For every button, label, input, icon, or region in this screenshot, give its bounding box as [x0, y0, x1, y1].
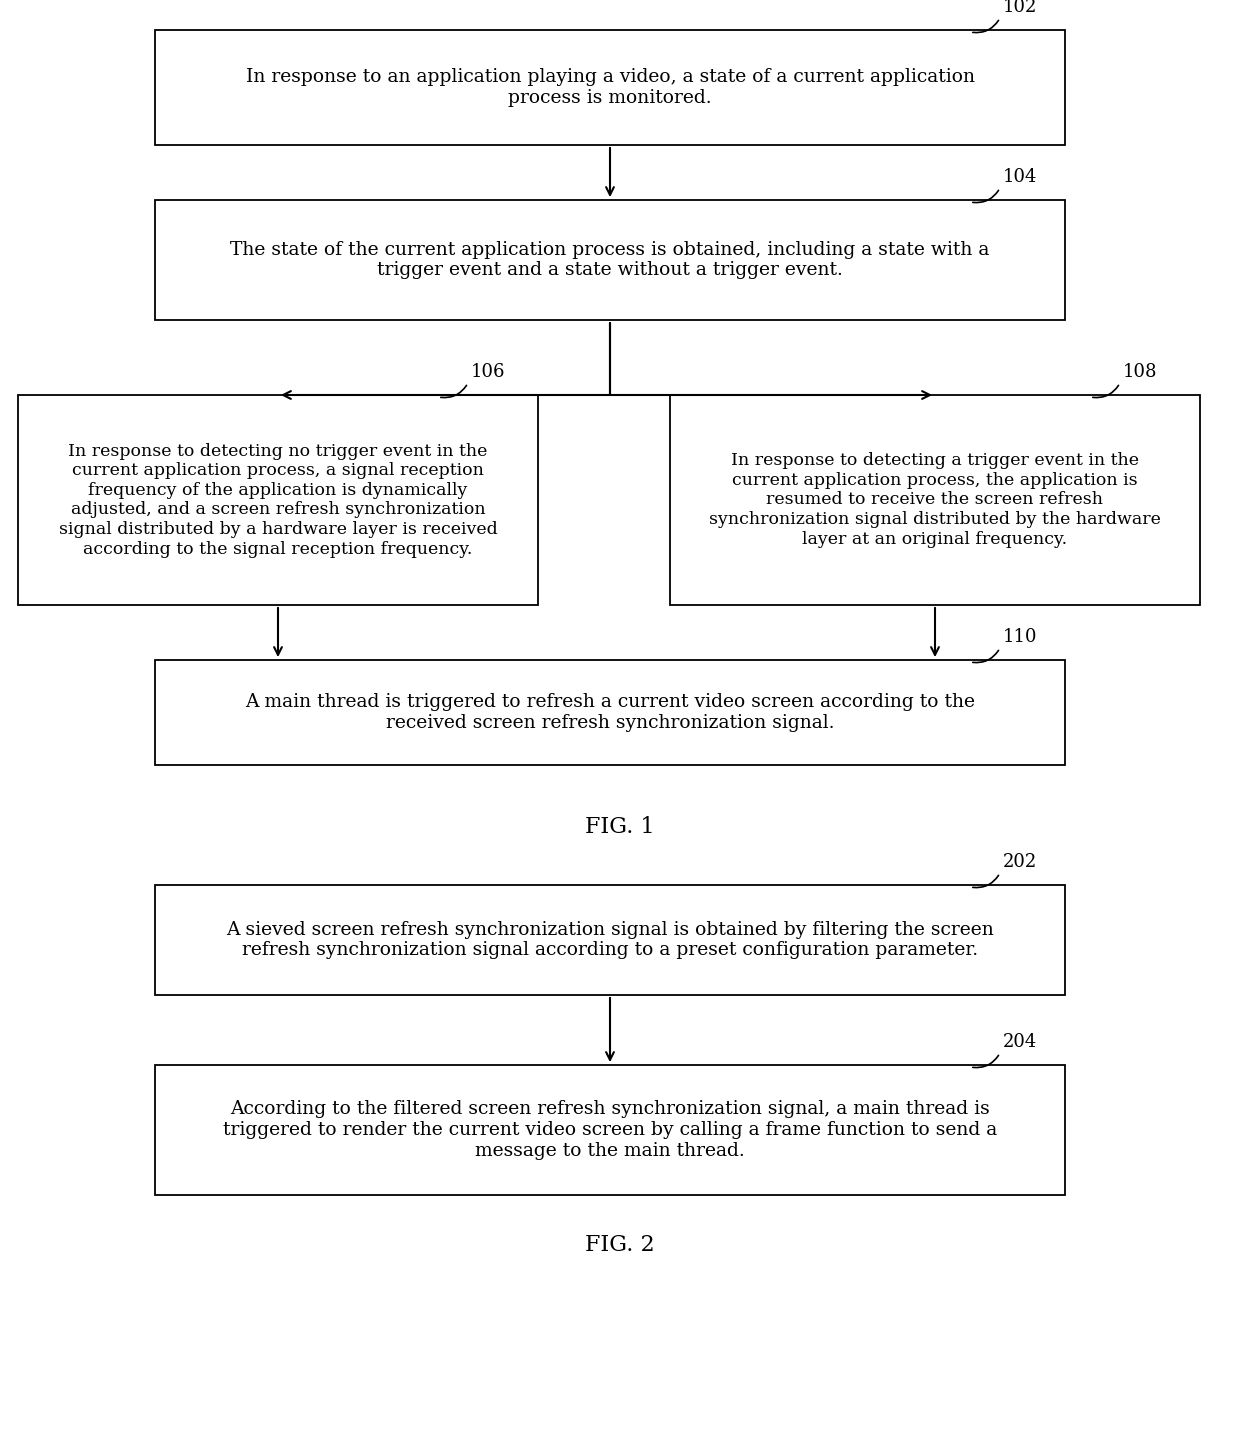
Text: According to the filtered screen refresh synchronization signal, a main thread i: According to the filtered screen refresh…: [223, 1100, 997, 1160]
Text: In response to detecting no trigger event in the
current application process, a : In response to detecting no trigger even…: [58, 443, 497, 557]
FancyBboxPatch shape: [155, 660, 1065, 765]
Text: In response to detecting a trigger event in the
current application process, the: In response to detecting a trigger event…: [709, 453, 1161, 548]
Text: FIG. 1: FIG. 1: [585, 816, 655, 838]
FancyBboxPatch shape: [670, 395, 1200, 605]
Text: A sieved screen refresh synchronization signal is obtained by filtering the scre: A sieved screen refresh synchronization …: [226, 920, 994, 959]
Text: In response to an application playing a video, a state of a current application
: In response to an application playing a …: [246, 68, 975, 107]
Text: 110: 110: [1003, 628, 1038, 645]
FancyBboxPatch shape: [19, 395, 538, 605]
Text: 102: 102: [1003, 0, 1038, 16]
FancyBboxPatch shape: [155, 200, 1065, 320]
Text: FIG. 2: FIG. 2: [585, 1234, 655, 1256]
Text: 104: 104: [1003, 168, 1038, 187]
Text: 202: 202: [1003, 852, 1037, 871]
Text: 204: 204: [1003, 1033, 1037, 1051]
FancyBboxPatch shape: [155, 886, 1065, 996]
Text: 108: 108: [1123, 363, 1157, 381]
Text: The state of the current application process is obtained, including a state with: The state of the current application pro…: [231, 240, 990, 279]
Text: 106: 106: [471, 363, 506, 381]
Text: A main thread is triggered to refresh a current video screen according to the
re: A main thread is triggered to refresh a …: [246, 693, 975, 732]
FancyBboxPatch shape: [155, 1065, 1065, 1195]
FancyBboxPatch shape: [155, 30, 1065, 145]
